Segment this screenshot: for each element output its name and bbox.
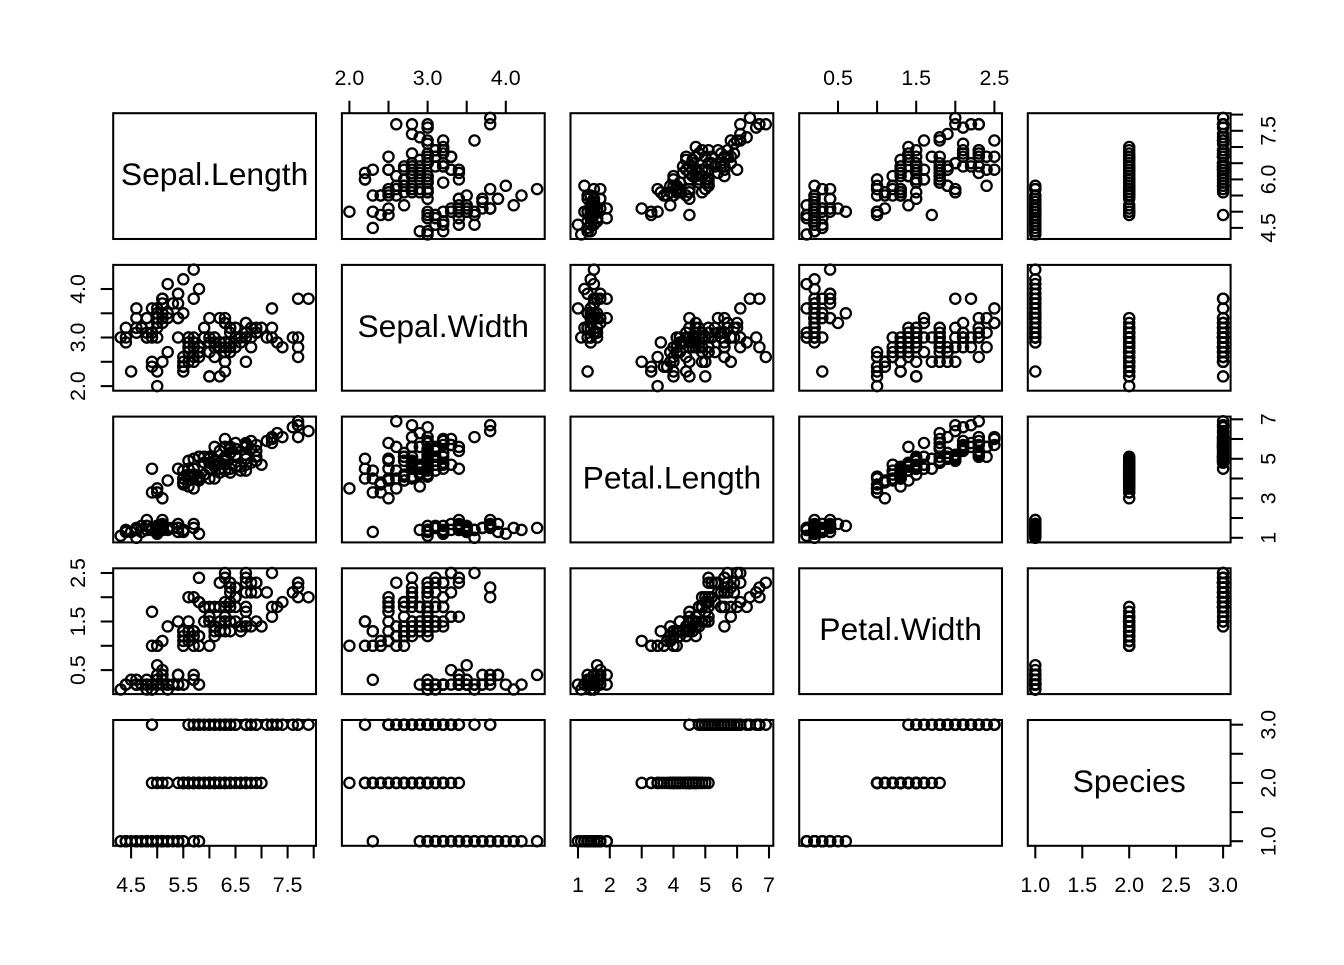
svg-text:4.0: 4.0 xyxy=(491,66,521,90)
svg-text:2.5: 2.5 xyxy=(66,558,90,588)
svg-text:6: 6 xyxy=(731,873,743,897)
svg-text:3: 3 xyxy=(1257,492,1281,504)
svg-text:0.5: 0.5 xyxy=(66,655,90,685)
svg-text:3.0: 3.0 xyxy=(1257,710,1281,740)
svg-text:4.0: 4.0 xyxy=(66,274,90,304)
svg-text:3.0: 3.0 xyxy=(413,66,443,90)
svg-text:2.0: 2.0 xyxy=(1114,873,1144,897)
svg-text:2.0: 2.0 xyxy=(1257,768,1281,798)
svg-text:1.5: 1.5 xyxy=(1067,873,1097,897)
svg-text:7: 7 xyxy=(1257,413,1281,425)
svg-text:Petal.Width: Petal.Width xyxy=(819,611,982,647)
svg-text:4.5: 4.5 xyxy=(1257,213,1281,243)
svg-text:Petal.Length: Petal.Length xyxy=(583,460,762,496)
svg-text:6.0: 6.0 xyxy=(1257,164,1281,194)
svg-text:Sepal.Length: Sepal.Length xyxy=(121,156,308,192)
svg-text:5.5: 5.5 xyxy=(168,873,198,897)
svg-text:2.0: 2.0 xyxy=(66,371,90,401)
svg-text:Sepal.Width: Sepal.Width xyxy=(357,308,528,344)
svg-text:6.5: 6.5 xyxy=(221,873,251,897)
svg-text:5: 5 xyxy=(1257,453,1281,465)
svg-text:2.5: 2.5 xyxy=(980,66,1010,90)
svg-text:4.5: 4.5 xyxy=(116,873,146,897)
svg-text:Species: Species xyxy=(1073,763,1186,799)
svg-text:1: 1 xyxy=(572,873,584,897)
svg-text:1: 1 xyxy=(1257,532,1281,544)
svg-text:1.5: 1.5 xyxy=(901,66,931,90)
svg-text:7.5: 7.5 xyxy=(1257,116,1281,146)
svg-text:7: 7 xyxy=(763,873,775,897)
svg-text:0.5: 0.5 xyxy=(823,66,853,90)
svg-text:5: 5 xyxy=(699,873,711,897)
svg-text:1.0: 1.0 xyxy=(1020,873,1050,897)
svg-text:3.0: 3.0 xyxy=(1208,873,1238,897)
svg-text:2.0: 2.0 xyxy=(335,66,365,90)
svg-text:1.0: 1.0 xyxy=(1257,826,1281,856)
svg-text:3.0: 3.0 xyxy=(66,323,90,353)
svg-text:4: 4 xyxy=(668,873,680,897)
svg-text:7.5: 7.5 xyxy=(273,873,303,897)
svg-text:3: 3 xyxy=(636,873,648,897)
svg-text:2: 2 xyxy=(604,873,616,897)
svg-text:2.5: 2.5 xyxy=(1161,873,1191,897)
svg-text:1.5: 1.5 xyxy=(66,607,90,637)
